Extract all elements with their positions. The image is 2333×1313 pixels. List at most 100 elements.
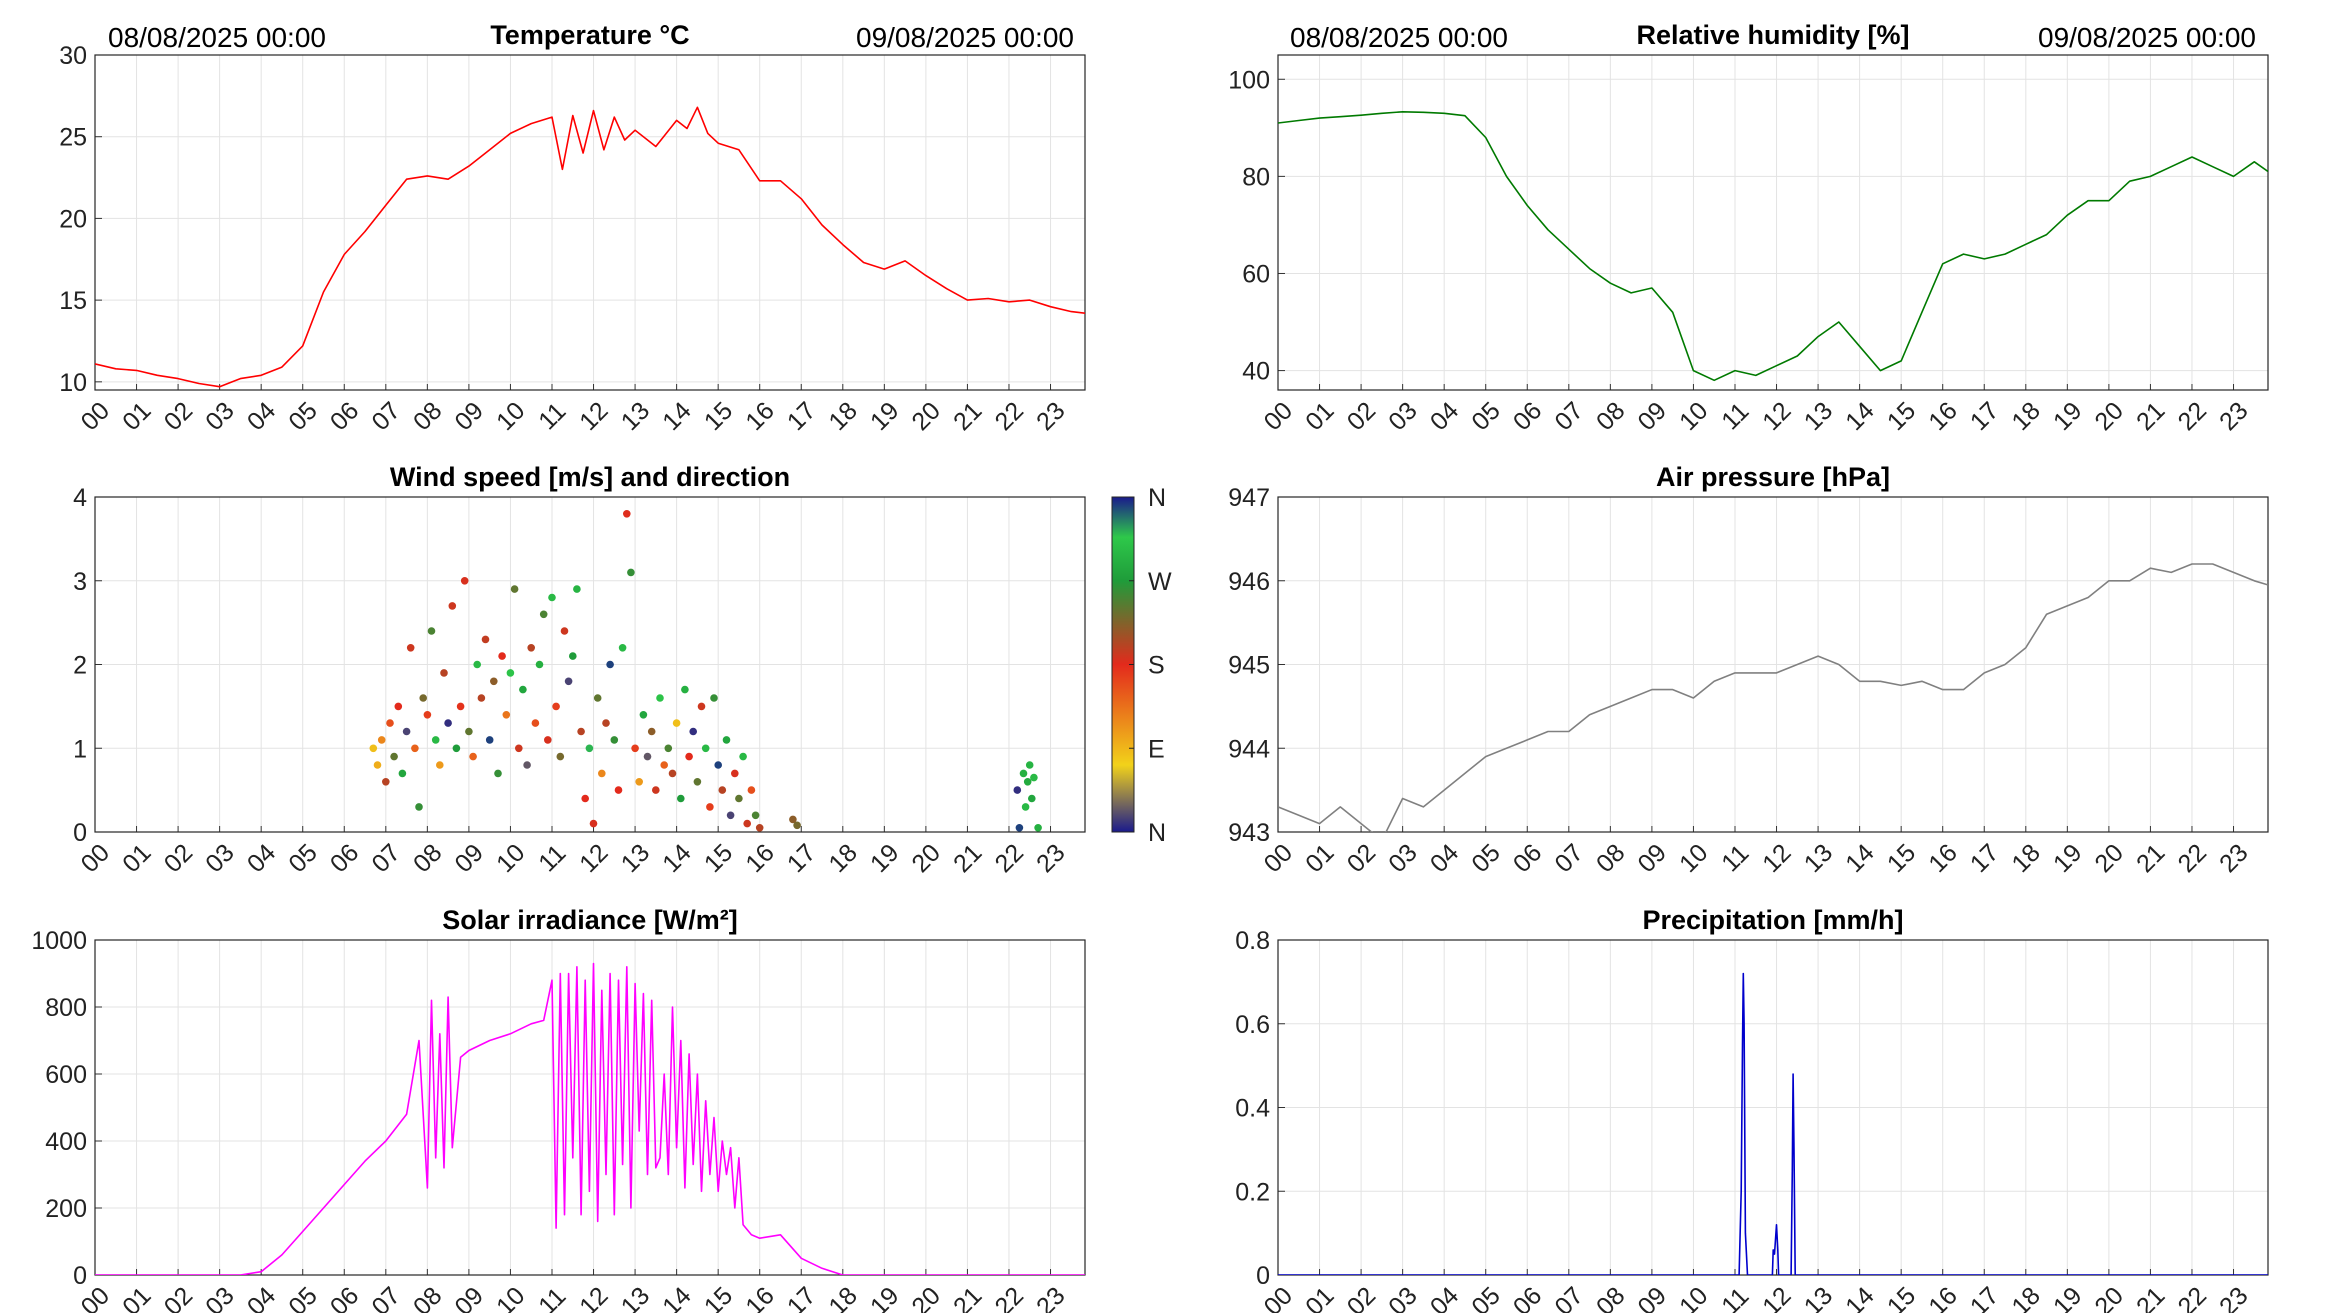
precipitation-xtick-label: 09 [1633, 1282, 1672, 1313]
humidity-xtick-label: 08 [1591, 397, 1630, 436]
wind-point [697, 702, 706, 711]
wind-point [394, 702, 403, 711]
wind-data-layer [369, 510, 1042, 832]
precipitation-ytick-label: 0 [1256, 1262, 1270, 1290]
colorbar-label: W [1148, 568, 1172, 596]
wind-xtick-label: 21 [948, 839, 987, 878]
wind-point [423, 711, 432, 719]
wind-point [1034, 824, 1042, 832]
wind-point [460, 577, 469, 585]
wind-point [1019, 769, 1028, 778]
wind-point [406, 644, 415, 652]
temperature-xtick-label: 14 [657, 397, 697, 437]
colorbar-label: N [1148, 819, 1166, 847]
precipitation-xtick-label: 04 [1425, 1282, 1465, 1313]
header-end-date-left: 09/08/2025 00:00 [856, 22, 1074, 53]
temperature-xtick-label: 13 [616, 397, 655, 436]
humidity-xtick-label: 18 [2006, 397, 2045, 436]
wind-point [502, 711, 511, 719]
wind-point [444, 719, 452, 727]
humidity-xtick-label: 15 [1882, 397, 1921, 436]
humidity-axes-frame [1277, 54, 2269, 391]
precipitation-xtick-label: 19 [2048, 1282, 2087, 1313]
humidity-xtick-label: 10 [1674, 397, 1713, 436]
wind-point [452, 744, 461, 753]
wind-point [535, 660, 544, 669]
pressure-axes-frame [1277, 496, 2269, 833]
chart-solar: 00 01 02 03 04 05 06 07 08 09 10 11 12 13 14 15 16 17 18 19… [31, 905, 1086, 1313]
solar-ytick-label: 200 [45, 1195, 87, 1223]
precipitation-xtick-label: 08 [1591, 1282, 1630, 1313]
solar-xtick-label: 12 [574, 1282, 613, 1313]
wind-point [411, 744, 419, 753]
wind-xtick-label: 19 [865, 839, 904, 878]
wind-axes-frame [94, 496, 1086, 833]
wind-point [548, 593, 556, 602]
pressure-xtick-label: 22 [2173, 839, 2212, 878]
pressure-xtick-label: 19 [2048, 839, 2087, 878]
solar-xtick-label: 13 [616, 1282, 655, 1313]
precipitation-xtick-label: 12 [1757, 1282, 1796, 1313]
temperature-xtick-label: 10 [491, 397, 530, 436]
humidity-xtick-label: 03 [1383, 397, 1422, 436]
temperature-title: Temperature °C [490, 20, 689, 50]
chart-wind: 00 01 02 03 04 05 06 07 08 09 10 11 12 13 14 15 16 17 18 19… [73, 462, 1086, 878]
temperature-xtick-label: 11 [533, 397, 571, 435]
precipitation-ytick-label: 0.2 [1235, 1178, 1270, 1206]
pressure-xtick-label: 15 [1882, 839, 1921, 878]
wind-xtick-label: 10 [491, 839, 530, 878]
humidity-xtick-label: 06 [1508, 397, 1547, 436]
humidity-xtick-label: 11 [1716, 397, 1754, 435]
pressure-xtick-label: 08 [1591, 839, 1630, 878]
wind-xtick-label: 12 [574, 839, 613, 878]
wind-point [485, 736, 494, 744]
wind-point [598, 769, 606, 778]
wind-ytick-label: 4 [73, 484, 87, 512]
wind-point [693, 778, 702, 786]
solar-xtick-label: 11 [533, 1282, 571, 1313]
wind-point [436, 761, 444, 769]
precipitation-ytick-label: 0.8 [1235, 927, 1270, 955]
pressure-xtick-label: 18 [2006, 839, 2045, 878]
temperature-xtick-label: 15 [699, 397, 738, 436]
wind-point [735, 794, 743, 803]
humidity-ytick-label: 80 [1242, 163, 1270, 191]
humidity-xtick-label: 20 [2089, 397, 2128, 436]
wind-point [739, 752, 747, 761]
temperature-series-line [95, 106, 1085, 388]
humidity-series-line [1278, 111, 2268, 382]
wind-point [606, 660, 614, 669]
header-start-date-right: 08/08/2025 00:00 [1290, 22, 1508, 53]
solar-xtick-label: 02 [159, 1282, 198, 1313]
temperature-ytick-label: 15 [59, 287, 87, 315]
humidity-xtick-label: 05 [1466, 397, 1505, 436]
solar-series-line [95, 962, 1085, 1275]
wind-point [639, 711, 648, 719]
wind-xtick-label: 09 [450, 839, 489, 878]
precipitation-xtick-label: 07 [1549, 1282, 1588, 1313]
pressure-xtick-label: 16 [1923, 839, 1962, 878]
wind-xtick-label: 02 [159, 839, 198, 878]
humidity-xtick-label: 02 [1342, 397, 1381, 436]
temperature-ytick-label: 30 [59, 42, 87, 70]
humidity-xtick-label: 14 [1840, 397, 1880, 437]
temperature-plot-area [95, 55, 1085, 390]
wind-ytick-label: 3 [73, 568, 87, 596]
wind-point [569, 652, 577, 660]
wind-point [481, 635, 490, 644]
pressure-ytick-label: 947 [1228, 484, 1270, 512]
wind-point [515, 744, 523, 753]
wind-point [793, 821, 801, 830]
solar-xtick-label: 19 [865, 1282, 904, 1313]
wind-xtick-label: 13 [616, 839, 655, 878]
chart-pressure: 00 01 02 03 04 05 06 07 08 09 10 11 12 13 14 15 16 17 18 19… [1228, 462, 2269, 878]
solar-xtick-label: 17 [782, 1282, 821, 1313]
wind-point [494, 769, 502, 778]
pressure-xtick-label: 10 [1674, 839, 1713, 878]
wind-point [755, 824, 764, 832]
solar-xtick-label: 20 [906, 1282, 945, 1313]
wind-point [477, 694, 486, 702]
wind-point [747, 786, 756, 794]
solar-xtick-label: 18 [823, 1282, 862, 1313]
solar-data-layer [95, 962, 1085, 1275]
